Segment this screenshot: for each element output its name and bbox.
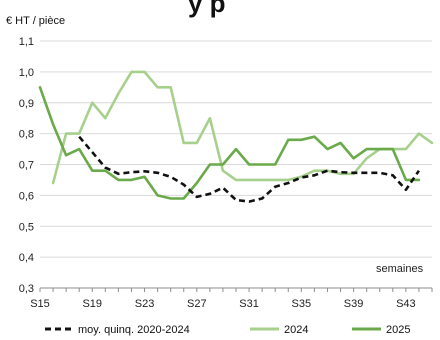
- axes: 0,3 0,4 0,5 0,6 0,7 0,8 0,9 1,0 1,1 S15 S19 S23 S27 S…: [19, 36, 433, 310]
- legend: moy. quinq. 2020-2024 2024 2025: [45, 324, 410, 336]
- x-tick-label: S15: [30, 298, 50, 310]
- y-tick-label: 1,0: [19, 67, 34, 79]
- y-tick-label: 0,3: [19, 283, 34, 295]
- gridlines: [40, 40, 432, 258]
- legend-label: 2024: [284, 324, 308, 336]
- x-axis-label: semaines: [376, 263, 424, 275]
- legend-label: 2025: [386, 324, 410, 336]
- series-line-2024: [51, 70, 434, 185]
- y-tick-label: 0,8: [19, 129, 34, 141]
- legend-label: moy. quinq. 2020-2024: [78, 324, 190, 336]
- y-tick-label: 0,5: [19, 221, 34, 233]
- clipped-title-fragment: y p: [188, 0, 226, 18]
- unit-label: € HT / pièce: [6, 15, 65, 27]
- y-tick-label: 0,6: [19, 190, 34, 202]
- series-line-2025: [38, 86, 421, 200]
- x-tick-label: S31: [239, 298, 259, 310]
- y-tick-label: 0,9: [19, 98, 34, 110]
- series-line-moy-quinq-2020-2024: [78, 135, 420, 203]
- x-tick-label: S23: [135, 298, 155, 310]
- y-tick-label: 0,4: [19, 252, 34, 264]
- x-tick-label: S19: [82, 298, 102, 310]
- x-tick-label: S27: [187, 298, 207, 310]
- x-tick-label: S39: [344, 298, 364, 310]
- x-tick-label: S35: [292, 298, 312, 310]
- y-tick-label: 1,1: [19, 36, 34, 48]
- series-layer: [38, 70, 434, 203]
- x-tick-label: S43: [396, 298, 416, 310]
- y-tick-label: 0,7: [19, 160, 34, 172]
